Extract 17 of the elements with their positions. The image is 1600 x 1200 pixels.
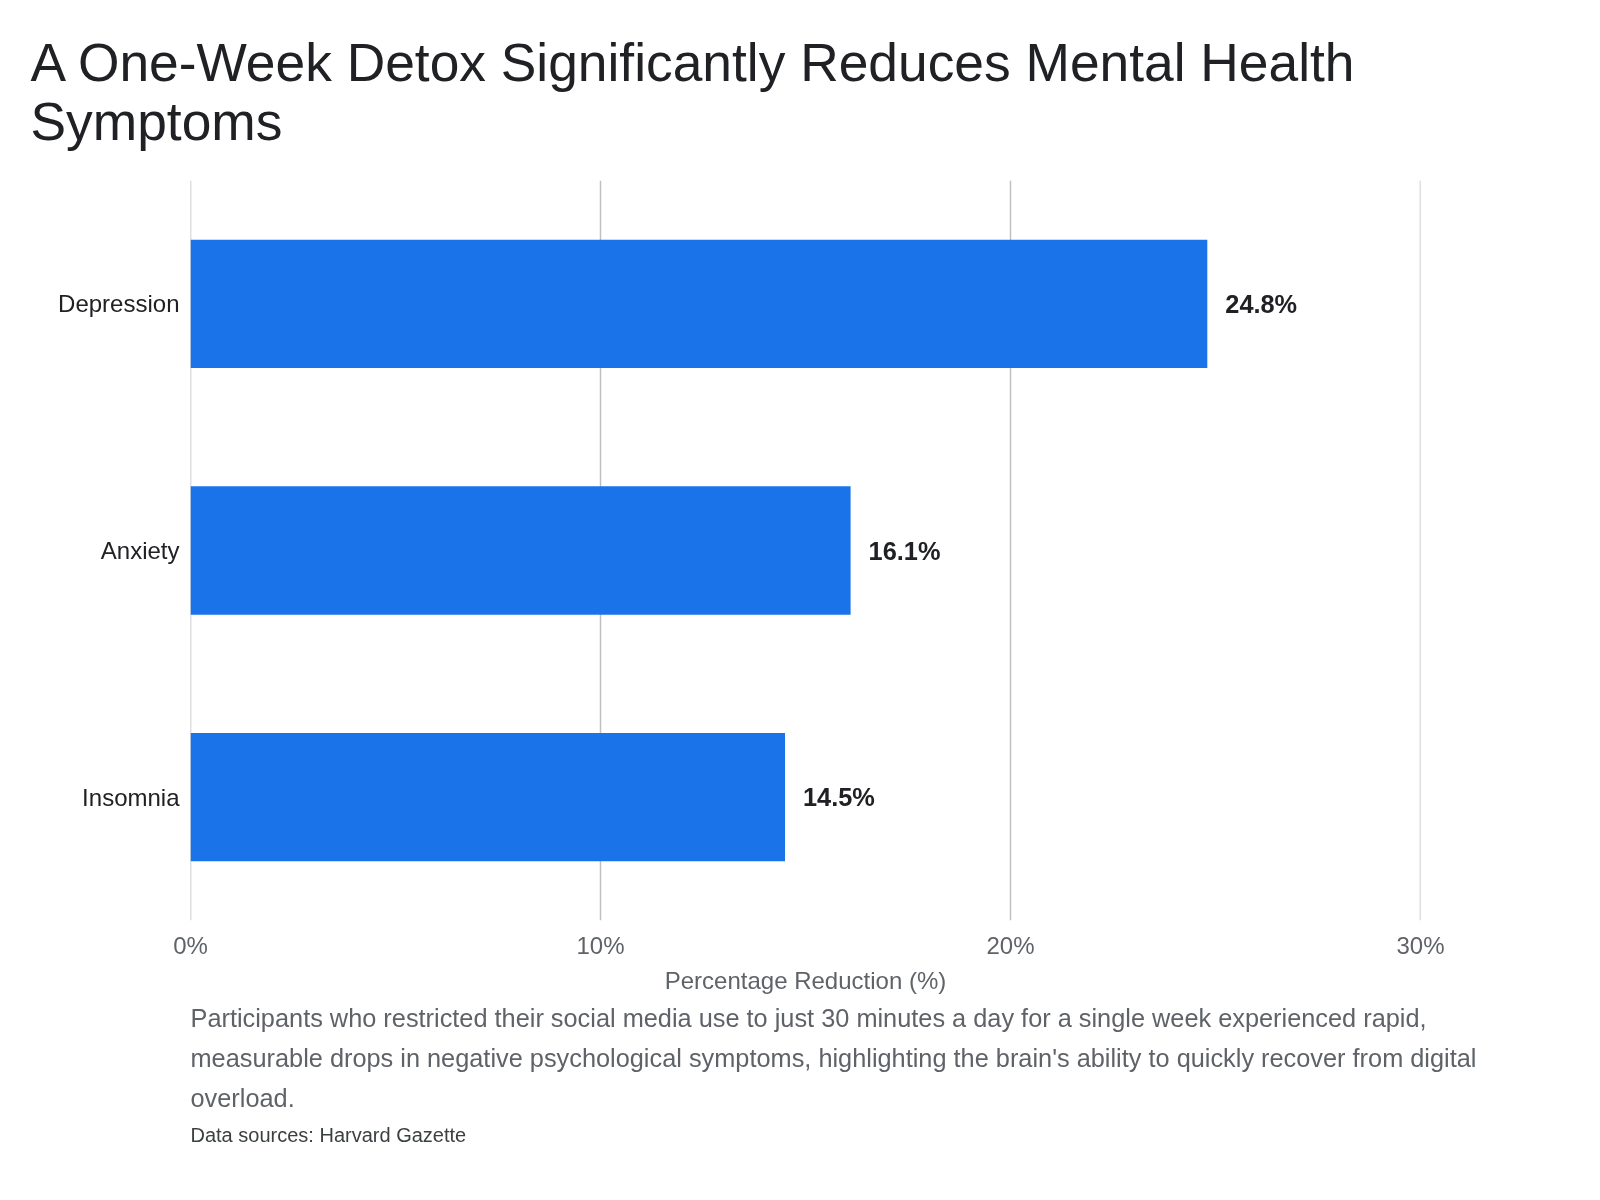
- bar: [190, 486, 851, 615]
- x-tick-label: 10%: [576, 931, 625, 959]
- x-axis-title: Percentage Reduction (%): [664, 966, 947, 994]
- bar: [190, 733, 785, 862]
- text: Data sources: Harvard Gazette: [190, 1123, 467, 1146]
- x-tick-label: 20%: [986, 931, 1035, 959]
- bar: [190, 239, 1208, 368]
- x-tick-label: 30%: [1396, 931, 1445, 959]
- y-tick-label: Anxiety: [100, 537, 180, 564]
- x-tick-label: 0%: [173, 931, 208, 959]
- data-label: 14.5%: [803, 783, 875, 812]
- text: Participants who restricted their social media use to just 30 minutes a day for a single week experienced rapid, measurable drops in negative psychological symptoms, highlighting the brain's ability to quickly recover from digital overload.: [190, 1003, 1477, 1112]
- y-tick-label: Insomnia: [82, 783, 181, 811]
- y-tick-label: Depression: [58, 290, 180, 318]
- chart-title: A One-Week Detox Significantly Reduces Mental Health Symptoms: [30, 32, 1355, 151]
- data-label: 24.8%: [1225, 289, 1298, 318]
- data-label: 16.1%: [868, 536, 941, 565]
